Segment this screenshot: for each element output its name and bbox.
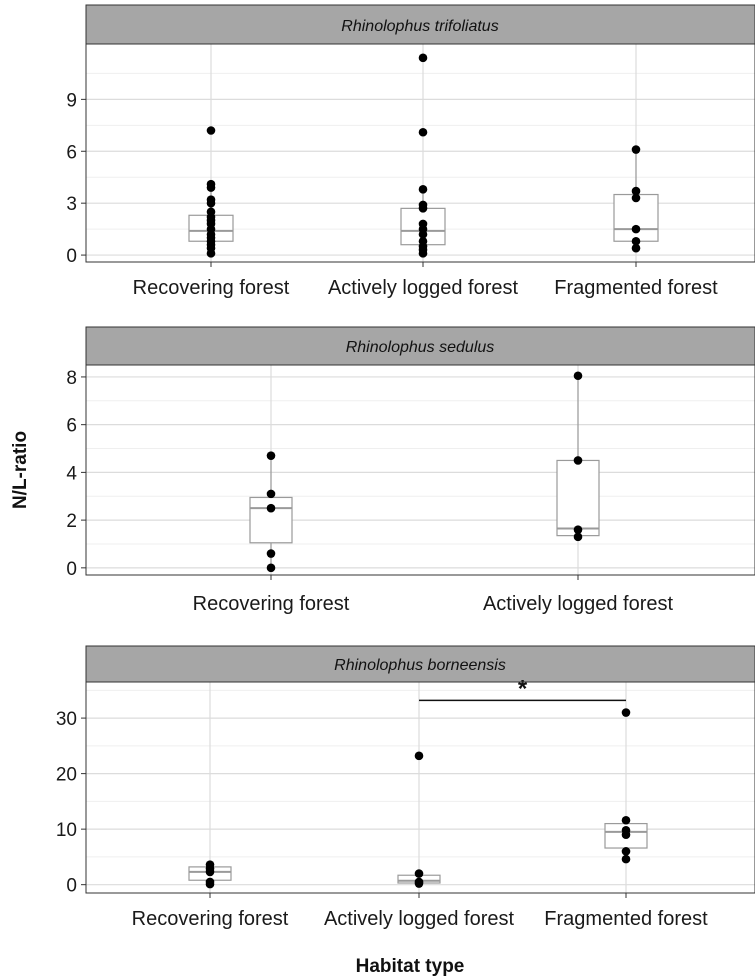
data-point xyxy=(206,249,216,258)
box-iqr xyxy=(556,459,600,537)
y-tick-label: 6 xyxy=(66,142,77,163)
category-label: Fragmented forest xyxy=(544,908,708,930)
y-tick-label: 3 xyxy=(66,194,77,215)
plot-area: 0 2 4 6 8 xyxy=(66,364,755,580)
category-axis: Recovering forest Actively logged forest xyxy=(193,593,674,615)
y-tick-label: 6 xyxy=(66,416,77,437)
category-axis: Recovering forest Actively logged forest… xyxy=(132,908,709,930)
data-point xyxy=(573,532,583,542)
data-point xyxy=(266,503,276,513)
data-point xyxy=(418,204,428,213)
category-label: Recovering forest xyxy=(193,593,350,615)
category-label: Recovering forest xyxy=(132,908,289,930)
panel-trifoliatus: Rhinolophus trifoliatus 0 3 6 9 Recovering … xyxy=(66,4,755,299)
data-point xyxy=(414,879,424,888)
plot-background xyxy=(86,365,755,575)
data-point xyxy=(621,815,631,825)
data-point xyxy=(205,867,215,877)
data-point xyxy=(631,186,641,196)
y-axis-title: N/L-ratio xyxy=(10,431,31,509)
panel-strip xyxy=(85,4,755,45)
data-point xyxy=(621,830,631,839)
data-point xyxy=(206,198,216,208)
y-tick-label: 8 xyxy=(66,368,77,389)
y-tick-label: 0 xyxy=(66,246,77,267)
category-label: Actively logged forest xyxy=(324,908,515,930)
data-point xyxy=(418,53,428,63)
data-point xyxy=(266,489,276,499)
data-point xyxy=(414,751,424,761)
y-tick-label: 0 xyxy=(66,876,77,897)
y-tick-label: 10 xyxy=(56,820,77,841)
data-point xyxy=(205,879,215,889)
data-point xyxy=(418,185,428,194)
plot-area: 0 3 6 9 xyxy=(66,43,755,267)
data-point xyxy=(631,236,641,246)
data-point xyxy=(573,456,583,465)
panel-border xyxy=(85,681,755,894)
data-point xyxy=(266,563,276,573)
y-tick-label: 9 xyxy=(66,90,77,111)
data-point xyxy=(573,525,583,534)
panel-strip xyxy=(85,326,755,366)
data-point xyxy=(206,126,216,135)
panel-strip-title: Rhinolophus trifoliatus xyxy=(341,18,498,35)
data-point xyxy=(631,224,641,234)
y-tick-label: 2 xyxy=(66,511,77,532)
panel-strip xyxy=(85,645,755,683)
data-point xyxy=(266,451,276,460)
significance-label: * xyxy=(518,675,528,702)
data-point xyxy=(266,549,276,558)
plot-area: * 0 10 20 30 xyxy=(56,675,755,898)
panel-sedulus: Rhinolophus sedulus 0 2 4 6 8 Recovering for… xyxy=(66,326,755,615)
category-label: Actively logged forest xyxy=(328,277,519,299)
plot-background xyxy=(86,682,755,893)
y-tick-label: 20 xyxy=(56,765,77,786)
y-tick-label: 30 xyxy=(56,709,77,730)
data-point xyxy=(414,869,424,878)
data-point xyxy=(621,847,631,856)
panel-borneensis: Rhinolophus borneensis * 0 10 20 30 Recoveri… xyxy=(56,645,755,930)
panel-border xyxy=(85,43,755,263)
y-tick-label: 0 xyxy=(66,559,77,580)
data-point xyxy=(418,249,428,258)
category-label: Actively logged forest xyxy=(483,593,674,615)
data-point xyxy=(631,193,641,203)
category-label: Recovering forest xyxy=(133,277,290,299)
panel-border xyxy=(85,364,755,576)
panel-strip-title: Rhinolophus borneensis xyxy=(334,657,506,674)
category-axis: Recovering forest Actively logged forest… xyxy=(133,277,719,299)
data-point xyxy=(631,145,641,154)
data-point xyxy=(621,708,631,717)
data-point xyxy=(206,183,216,192)
data-point xyxy=(573,371,583,381)
data-point xyxy=(621,854,631,864)
data-point xyxy=(418,127,428,137)
x-axis-title: Habitat type xyxy=(356,956,465,977)
panel-strip-title: Rhinolophus sedulus xyxy=(346,339,495,356)
y-tick-label: 4 xyxy=(66,463,77,484)
data-point xyxy=(631,243,641,253)
data-point xyxy=(418,230,428,239)
category-label: Fragmented forest xyxy=(554,277,718,299)
